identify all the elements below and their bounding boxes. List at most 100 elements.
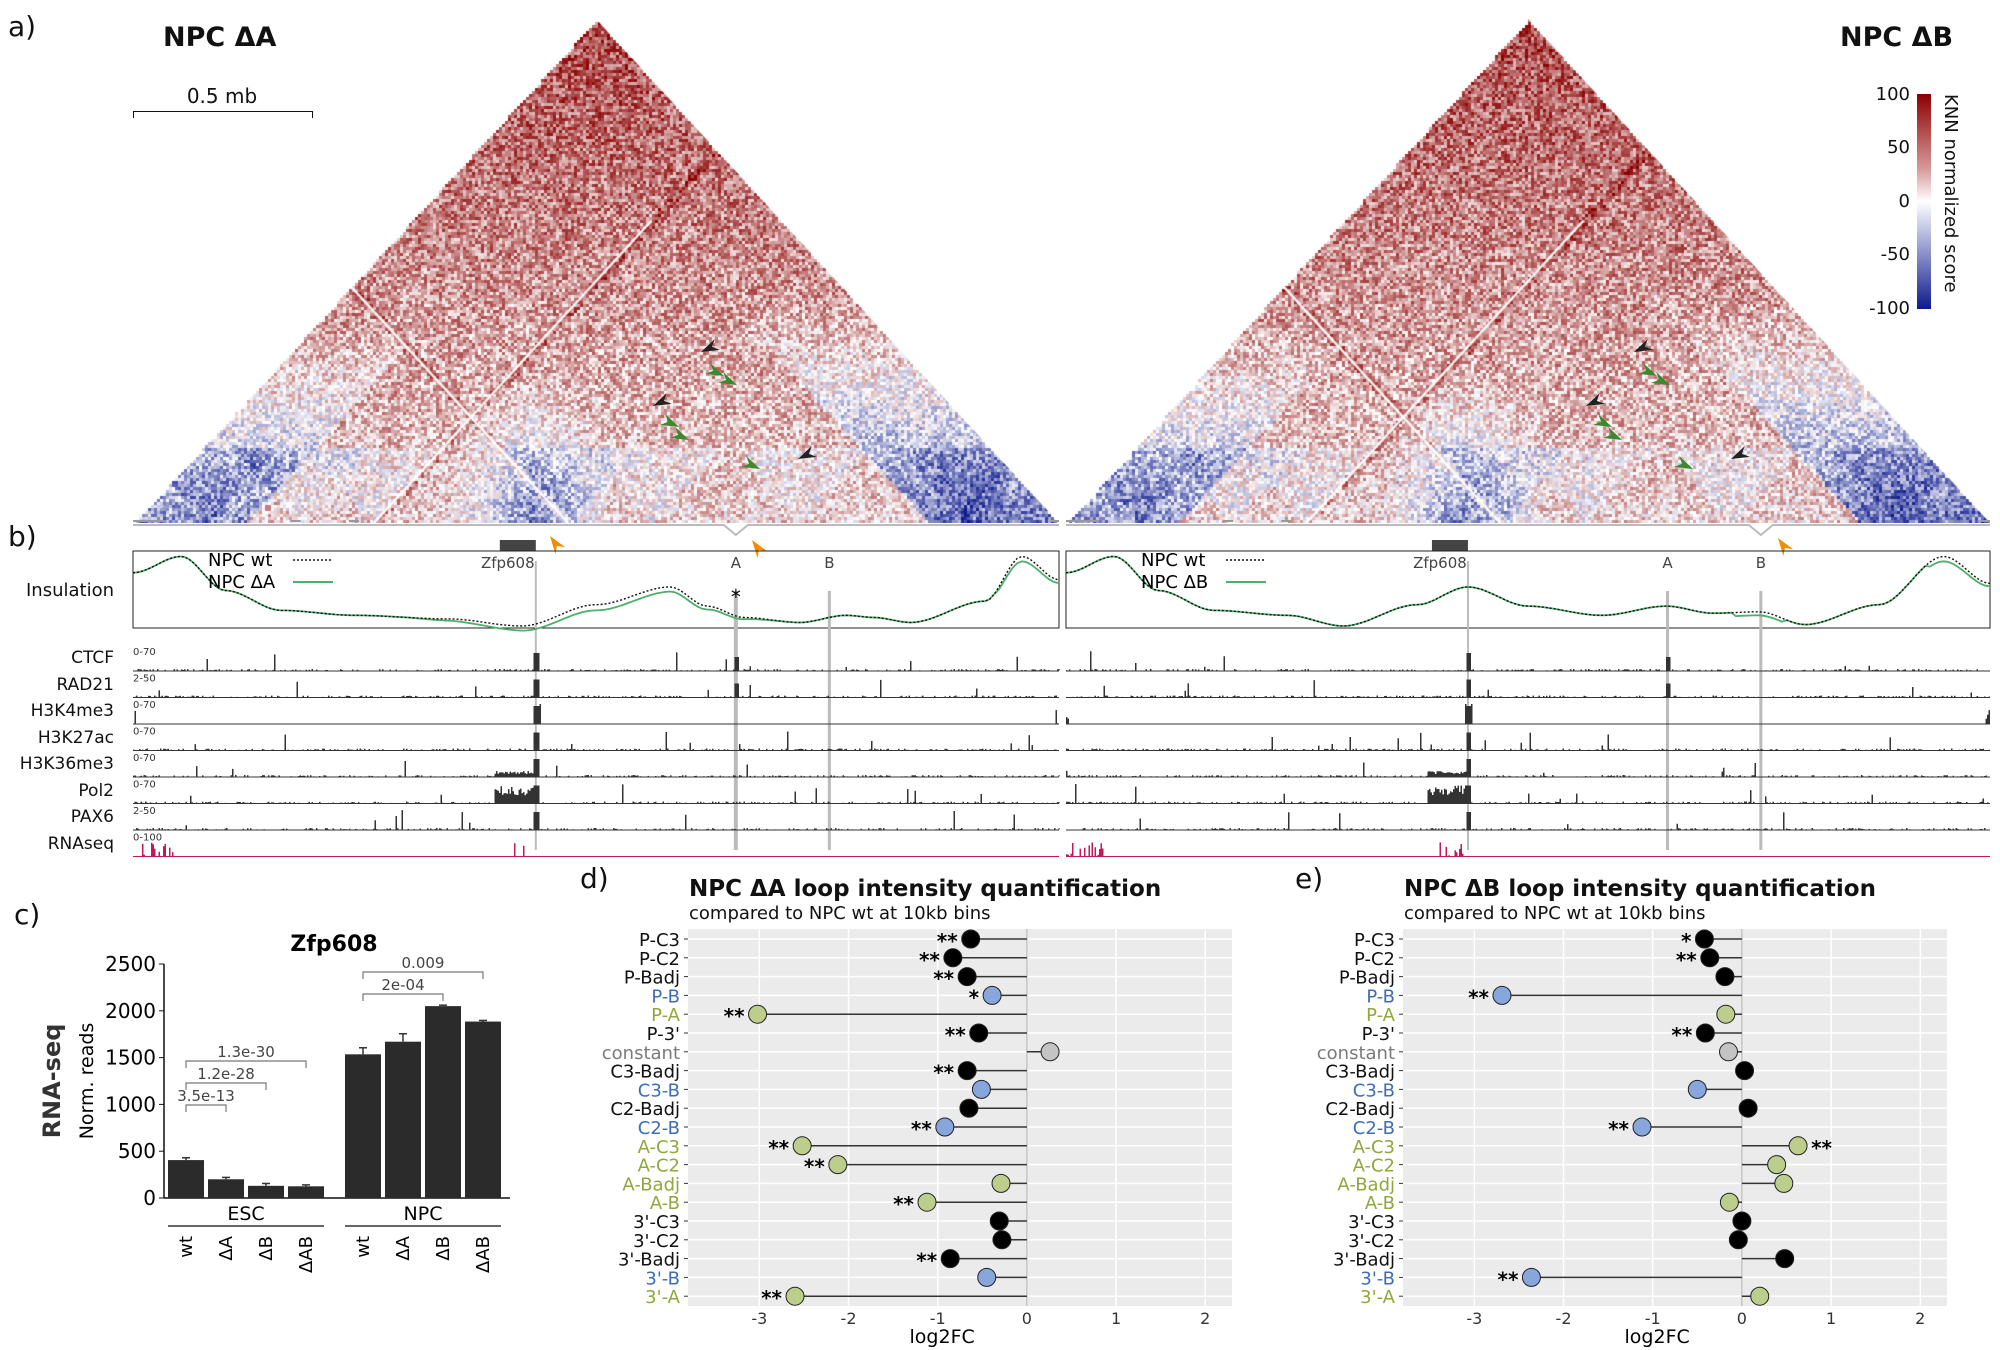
hic-left-title: NPC ΔA (163, 22, 277, 53)
green-arrow-icon (741, 455, 760, 469)
x-tick-label: ΔAB (296, 1236, 317, 1273)
element-b-label: B (824, 554, 834, 572)
hic-right-title: NPC ΔB (1840, 22, 1954, 53)
lollipop-point (1774, 1173, 1794, 1193)
p-value-label: 2e-04 (381, 976, 424, 994)
track-range: 2-50 (133, 674, 156, 685)
significance-bracket (362, 993, 444, 1001)
lollipop-e-subtitle: compared to NPC wt at 10kb bins (1404, 903, 1706, 924)
x-tick-label: 0 (1737, 1309, 1747, 1328)
lollipop-point (1767, 1155, 1787, 1175)
significance-bracket (185, 1104, 227, 1112)
significance-bracket (362, 971, 484, 979)
signal-track-rnaseq (1066, 842, 1990, 857)
row-label: C3-Badj (610, 1062, 680, 1083)
y-tick-label: 2500 (105, 952, 156, 976)
lollipop-point (1750, 1286, 1770, 1306)
annotation-line (133, 524, 1059, 537)
element-a-label: A (731, 554, 742, 572)
lollipop-point (977, 1267, 997, 1287)
significance-stars: ** (933, 1061, 954, 1085)
track-range: 0-70 (133, 647, 156, 658)
green-arrow-icon (1651, 371, 1670, 385)
lollipop-point (917, 1192, 937, 1212)
zfp608-gene-icon (1431, 540, 1468, 551)
significance-bracket (185, 1060, 307, 1068)
bar (208, 1179, 244, 1198)
x-tick-label: 2 (1200, 1309, 1210, 1328)
x-tick-label: ΔAB (473, 1236, 494, 1273)
row-label: A-B (1365, 1193, 1395, 1214)
black-arrow-icon (701, 338, 720, 352)
annotation-block (1066, 520, 1100, 522)
row-label: P-Badj (624, 968, 680, 989)
signal-track-rad21 (1066, 679, 1990, 698)
x-tick-label: ΔB (433, 1236, 454, 1261)
bar (288, 1186, 324, 1198)
signal-track-h3k36me3 (133, 759, 1060, 777)
row-label: constant (1317, 1043, 1395, 1064)
row-label: A-Badj (622, 1174, 680, 1195)
track-label-rnaseq: RNAseq (47, 833, 114, 854)
lollipop-point (1716, 1004, 1736, 1024)
significance-stars: ** (937, 929, 958, 953)
lollipop-point (1732, 1211, 1752, 1231)
element-a-label: A (1662, 554, 1673, 572)
bar (385, 1041, 421, 1198)
lollipop-point (785, 1286, 805, 1306)
green-arrow-icon (1593, 413, 1612, 427)
x-axis-title: log2FC (1625, 1326, 1690, 1348)
lollipop-point (1492, 985, 1512, 1005)
track-label-pol2: Pol2 (78, 780, 114, 801)
row-label: A-C2 (1353, 1156, 1395, 1177)
x-tick-label: wt (176, 1236, 197, 1258)
significance-stars: ** (919, 948, 940, 972)
green-arrow-icon (660, 413, 679, 427)
green-arrow-icon (660, 413, 679, 427)
row-label: C3-Badj (1325, 1062, 1395, 1083)
green-arrow-icon (1674, 455, 1693, 469)
group-label: NPC (404, 1203, 443, 1225)
row-label: P-B (651, 986, 680, 1007)
green-arrow-icon (1638, 362, 1657, 376)
lollipop-point (748, 1004, 768, 1024)
x-tick-label: ΔA (393, 1235, 414, 1260)
x-tick-label: 2 (1915, 1309, 1925, 1328)
track-range: 0-70 (133, 700, 156, 711)
track-label-ctcf: CTCF (71, 648, 114, 668)
lollipop-point (971, 1079, 991, 1099)
track-range: 0-70 (133, 753, 156, 764)
lollipop-point (961, 929, 981, 949)
hic-map-left (133, 19, 1059, 523)
signal-track-rnaseq (133, 842, 1060, 857)
significance-stars: ** (933, 967, 954, 991)
p-value-label: 1.2e-28 (197, 1065, 255, 1083)
green-arrow-icon (1674, 455, 1693, 469)
gene-label: Zfp608 (481, 554, 535, 572)
annotation-block (1281, 520, 1292, 522)
scale-bar-label: 0.5 mb (186, 84, 258, 108)
x-tick-label: wt (353, 1236, 374, 1258)
signal-track-pax6 (133, 810, 1060, 830)
row-label: C2-B (1353, 1118, 1395, 1139)
x-tick-label: ΔB (256, 1236, 277, 1261)
bar (465, 1021, 501, 1198)
legend-label-mutant: NPC ΔB (1141, 572, 1208, 593)
black-arrow-icon (1731, 445, 1750, 459)
x-tick-label: ΔA (216, 1235, 237, 1260)
significance-stars: ** (724, 1004, 745, 1028)
track-label-h3k27ac: H3K27ac (37, 727, 114, 748)
row-label: 3'-C2 (1348, 1231, 1395, 1252)
insulation-label: Insulation (25, 580, 114, 601)
black-arrow-icon (701, 338, 720, 352)
significance-asterisk: * (731, 585, 741, 609)
signal-track-ctcf (1066, 651, 1990, 671)
row-label: 3'-Badj (1333, 1250, 1395, 1271)
row-label: C2-B (638, 1118, 680, 1139)
lollipop-point (982, 985, 1002, 1005)
signal-track-h3k27ac (133, 731, 1060, 751)
orange-arrow-icon (550, 536, 566, 555)
colorbar-tick: 100 (1875, 84, 1910, 105)
signal-track-ctcf (133, 652, 1060, 671)
